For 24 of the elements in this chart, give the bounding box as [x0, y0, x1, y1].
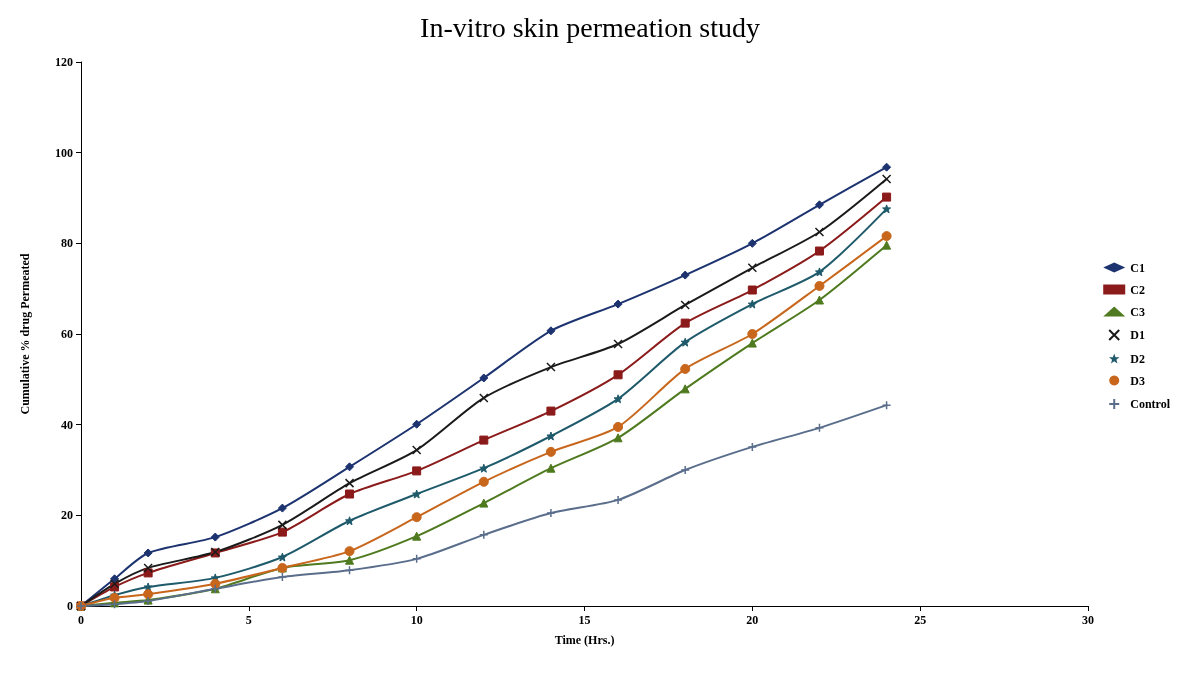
- legend-label: D3: [1130, 373, 1145, 388]
- y-tick-label: 80: [61, 236, 73, 251]
- y-tick-label: 120: [55, 55, 73, 69]
- y-tick-label: 20: [61, 508, 73, 523]
- y-axis-title: Cumulative % drug Permeated: [18, 253, 32, 415]
- x-tick-label: 20: [746, 613, 759, 627]
- legend-label: Control: [1130, 397, 1171, 411]
- legend-label: C2: [1130, 282, 1145, 297]
- x-tick-label: 25: [914, 613, 927, 627]
- legend-label: C3: [1130, 304, 1145, 319]
- y-tick-label: 60: [61, 327, 73, 341]
- x-tick-label: 15: [578, 613, 591, 627]
- x-axis-title: Time (Hrs.): [554, 633, 615, 647]
- y-tick-label: 0: [67, 599, 73, 613]
- chart-title: In-vitro skin permeation study: [420, 11, 760, 43]
- x-tick-label: 10: [410, 613, 423, 627]
- x-tick-label: 30: [1082, 613, 1094, 627]
- y-tick-label: 40: [61, 417, 73, 432]
- x-tick-label: 0: [78, 613, 84, 627]
- legend-label: D2: [1130, 351, 1145, 366]
- x-tick-label: 5: [245, 613, 252, 627]
- y-tick-label: 100: [55, 145, 73, 160]
- legend-label: C1: [1130, 260, 1145, 275]
- legend-label: D1: [1130, 328, 1145, 342]
